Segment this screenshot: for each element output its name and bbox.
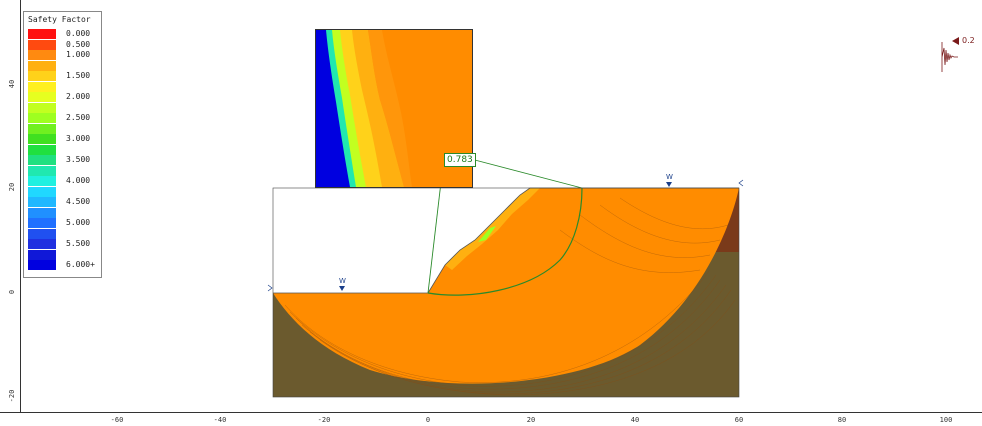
legend-row: 5.000 [28,218,100,228]
legend-value-label: 2.000 [66,92,91,101]
water-table-marker-icon[interactable] [666,182,672,187]
legend-color-swatch [28,50,56,60]
legend-row: 3.500 [28,155,100,165]
legend-color-swatch [28,207,56,218]
safety-factor-legend[interactable]: Safety Factor 0.000 0.500 1.000 1.500 2.000 2… [23,11,102,278]
legend-value-label: 1.500 [66,71,91,80]
legend-color-swatch [28,176,56,186]
legend-row [28,186,100,197]
legend-color-swatch [28,186,56,197]
legend-value-label: 3.000 [66,134,91,143]
slope-face-band-green [478,226,496,242]
seismic-waveform-icon [941,42,958,72]
legend-color-swatch [28,123,56,134]
legend-color-swatch [28,144,56,155]
legend-color-swatch [28,197,56,207]
ground-surface [273,187,739,294]
legend-row [28,144,100,155]
legend-color-swatch [28,29,56,39]
critical-safety-factor-label[interactable]: 0.783 [444,153,476,167]
legend-row [28,228,100,239]
critical-slip-surface [427,187,583,296]
inset-leader-right [470,158,583,189]
legend-row: 4.000 [28,176,100,186]
legend-row: 4.500 [28,197,100,207]
legend-value-label: 0.000 [66,29,91,38]
legend-row: 3.000 [28,134,100,144]
water-table-label: W [666,173,673,181]
legend-row [28,81,100,92]
legend-color-swatch [28,92,56,102]
x-tick-label: 40 [630,416,640,424]
legend-color-swatch [28,39,56,50]
legend-row: 2.000 [28,92,100,102]
horizontal-ruler [0,412,982,426]
legend-color-swatch [28,60,56,71]
vertical-ruler: 40 20 0 -20 [0,0,21,413]
legend-row: 2.500 [28,113,100,123]
legend-row: 6.000+ [28,260,100,270]
water-table-marker-icon[interactable] [339,286,345,291]
y-tick-label: -20 [8,389,16,403]
legend-row [28,102,100,113]
legend-value-label: 0.500 [66,39,91,49]
legend-color-swatch [28,228,56,239]
legend-value-label: 4.500 [66,197,91,206]
legend-value-label: 3.500 [66,155,91,164]
zoom-inset [315,29,473,188]
legend-row: 1.000 [28,50,100,60]
y-tick-label: 40 [8,79,16,89]
slip-surface-striations [284,197,736,396]
legend-title: Safety Factor [28,15,91,24]
legend-row: 5.500 [28,239,100,249]
x-tick-label: 80 [837,416,847,424]
model-boundary [272,187,740,398]
x-tick-label: 60 [734,416,744,424]
legend-color-swatch [28,134,56,144]
legend-value-label: 2.500 [66,113,91,122]
seismic-coefficient-label: 0.2 [962,36,975,45]
x-tick-label: -20 [317,416,331,424]
legend-color-swatch [28,260,56,270]
inset-contours [316,30,472,187]
slip-envelope-region [273,188,739,384]
y-tick-label: 0 [8,289,16,295]
legend-color-swatch [28,249,56,260]
legend-color-swatch [28,239,56,249]
y-tick-label: 20 [8,182,16,192]
legend-row [28,123,100,134]
x-tick-label: 20 [526,416,536,424]
x-tick-label: -40 [213,416,227,424]
legend-row: 0.000 [28,29,100,39]
legend-row [28,249,100,260]
legend-row [28,207,100,218]
water-table-label: W [339,277,346,285]
legend-row [28,60,100,71]
x-tick-label: -60 [110,416,124,424]
legend-color-swatch [28,218,56,228]
legend-value-label: 1.000 [66,50,91,59]
legend-color-swatch [28,113,56,123]
x-tick-label: 0 [425,416,431,424]
legend-color-swatch [28,81,56,92]
legend-value-label: 4.000 [66,176,91,185]
legend-row: 1.500 [28,71,100,81]
legend-color-swatch [28,165,56,176]
legend-row [28,165,100,176]
legend-value-label: 5.000 [66,218,91,227]
legend-color-swatch [28,102,56,113]
legend-color-swatch [28,71,56,81]
legend-color-swatch [28,155,56,165]
x-tick-label: 100 [939,416,953,424]
legend-value-label: 6.000+ [66,260,95,269]
legend-value-label: 5.500 [66,239,91,248]
seismic-arrow-icon[interactable] [952,37,959,45]
legend-row: 0.500 [28,39,100,50]
boundary-markers [267,179,744,292]
